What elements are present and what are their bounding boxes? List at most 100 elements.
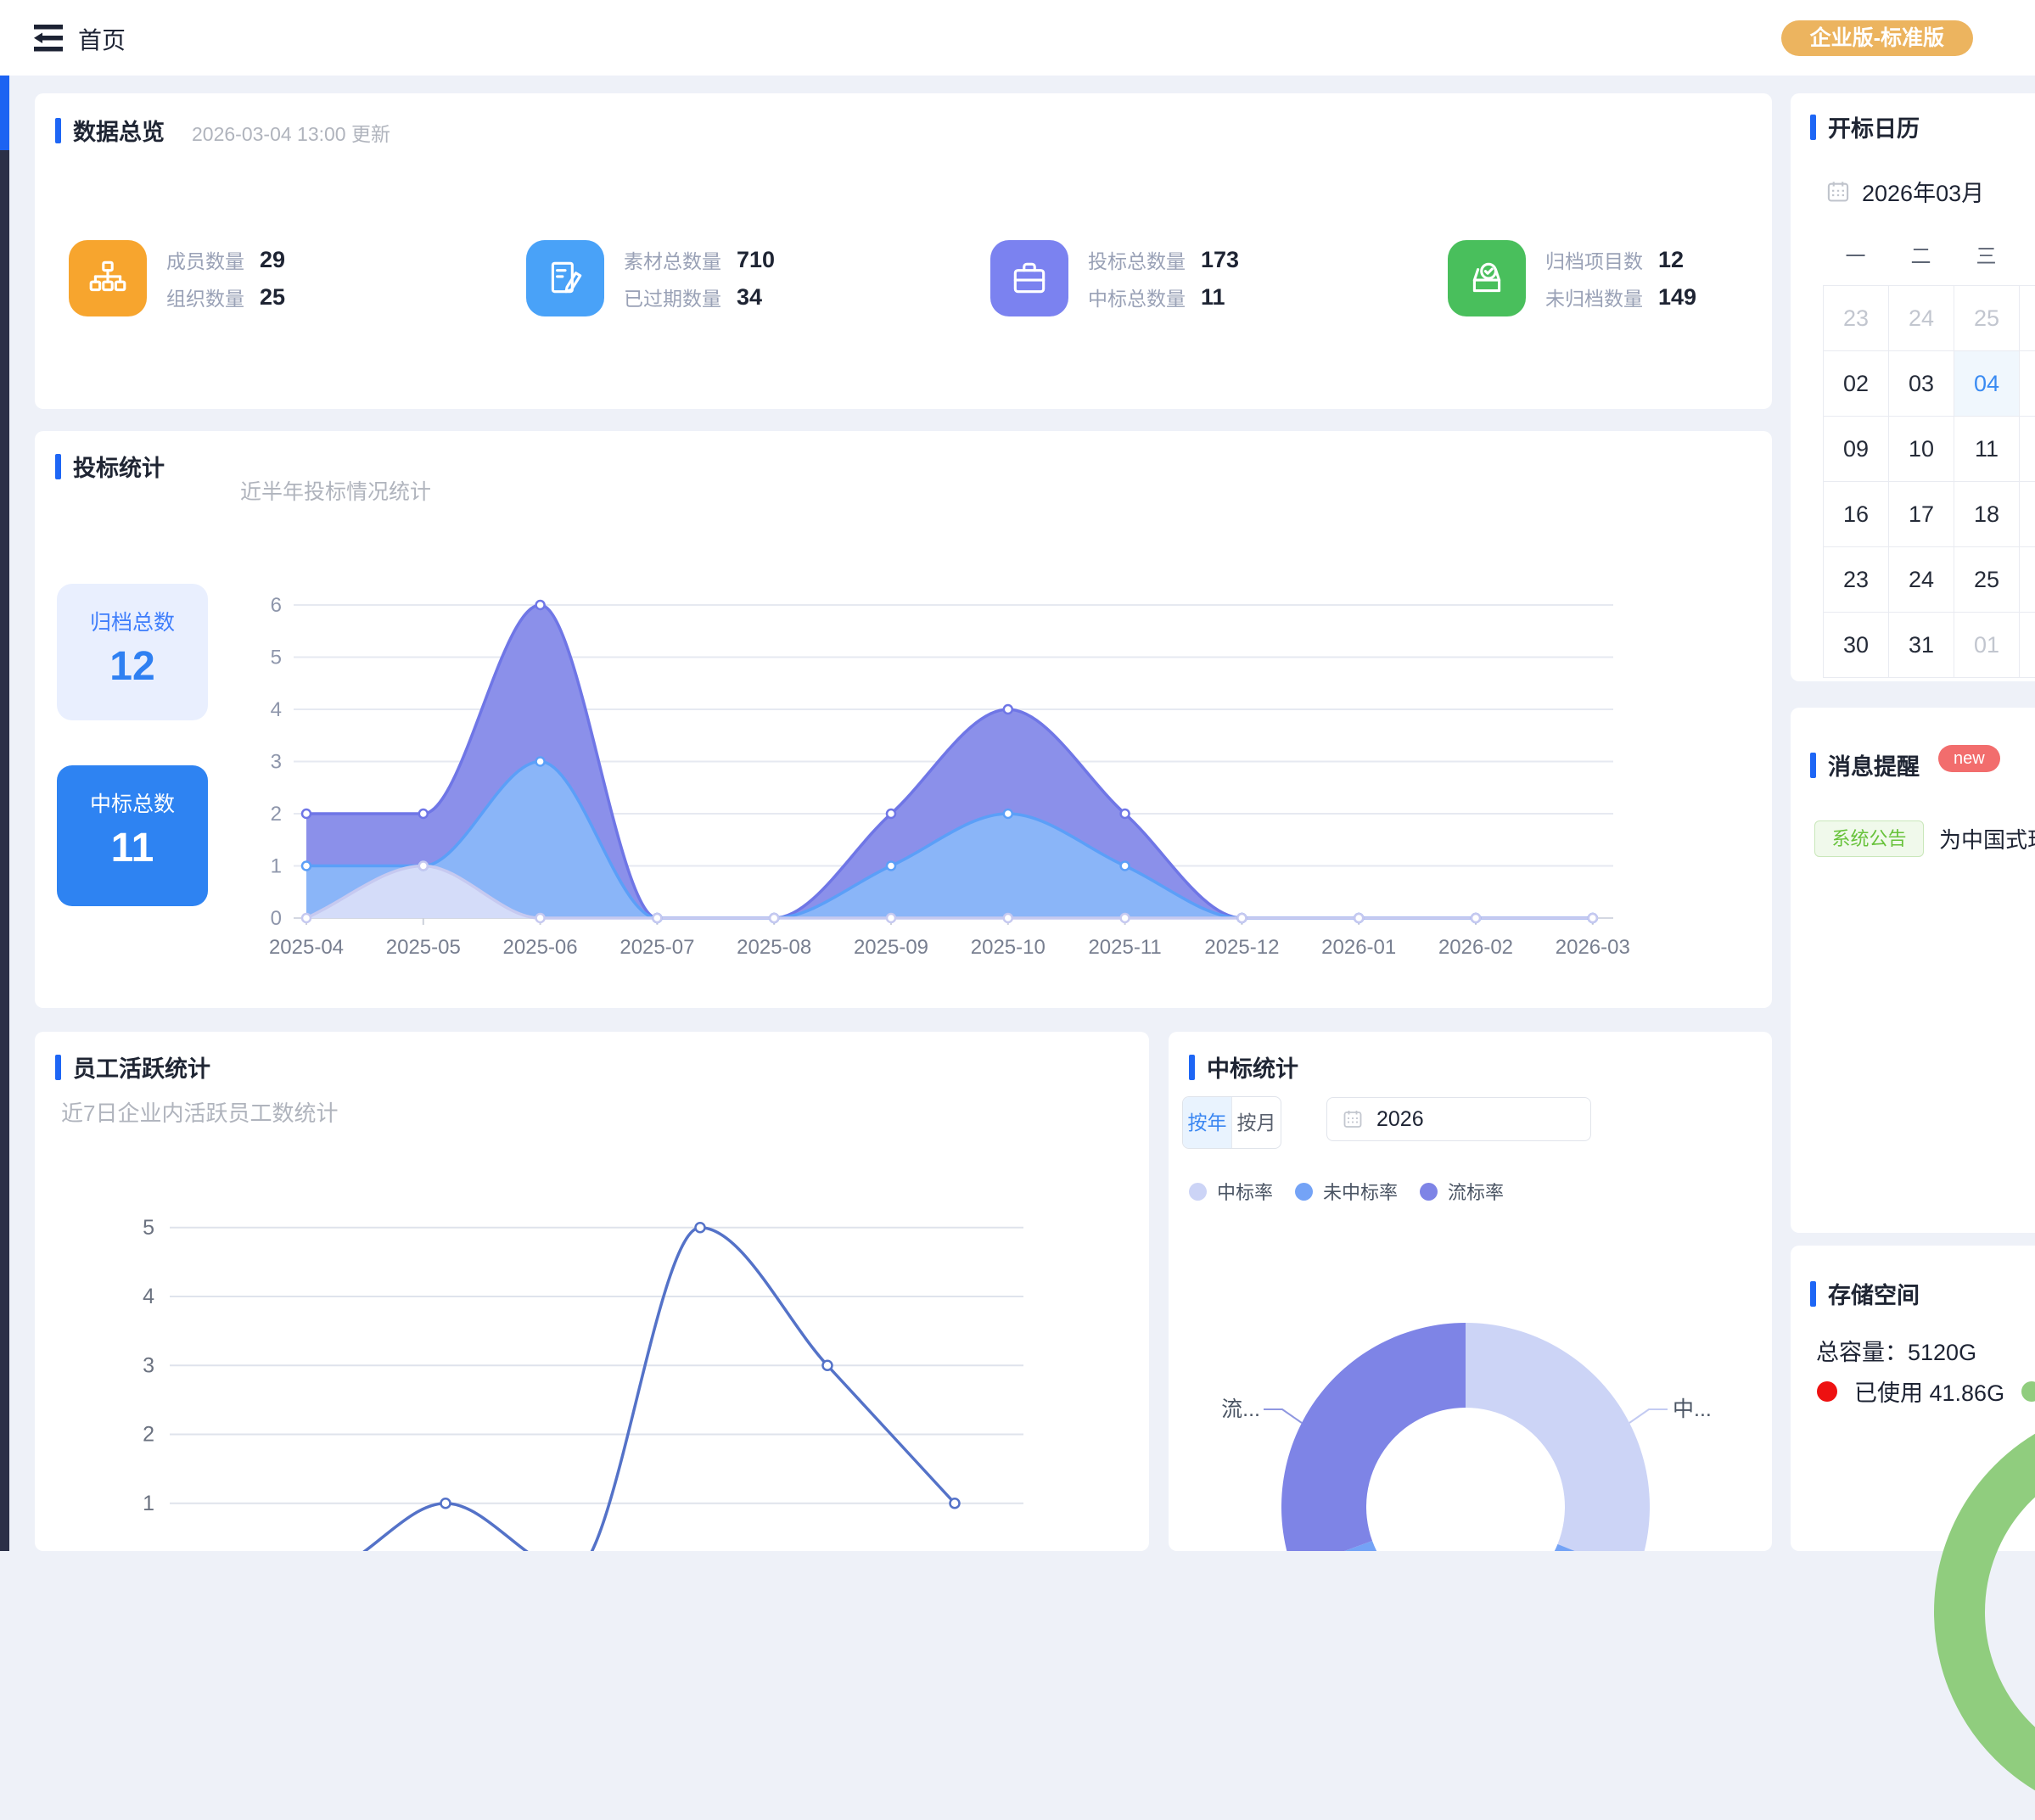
stat-value: 34 bbox=[737, 283, 763, 310]
stat-value: 11 bbox=[1201, 283, 1225, 310]
calendar-cell[interactable]: 04 bbox=[1954, 351, 2020, 417]
svg-text:2026-02: 2026-02 bbox=[1438, 936, 1513, 959]
svg-text:0: 0 bbox=[271, 907, 282, 930]
archived-total-value: 12 bbox=[109, 644, 155, 689]
stat-value: 25 bbox=[260, 283, 286, 310]
new-badge: new bbox=[1938, 744, 2000, 772]
legend-item-中标率[interactable]: 中标率 bbox=[1189, 1178, 1273, 1205]
section-bar bbox=[55, 117, 61, 143]
calendar-cell[interactable]: 10 bbox=[1889, 417, 1954, 482]
sidebar-active-indicator bbox=[0, 76, 9, 150]
overview-stat-item: 归档项目数 12 未归档数量 149 bbox=[1448, 240, 1696, 316]
calendar-cell[interactable]: 17 bbox=[1889, 482, 1954, 547]
svg-text:5: 5 bbox=[271, 647, 282, 669]
calendar-cell[interactable]: 25 bbox=[1954, 547, 2020, 613]
used-dot bbox=[1817, 1380, 1837, 1402]
section-bar bbox=[1810, 114, 1816, 140]
calendar-cell[interactable]: 24 bbox=[1889, 286, 1954, 351]
legend-label: 流标率 bbox=[1448, 1182, 1505, 1203]
legend-item-流标率[interactable]: 流标率 bbox=[1420, 1178, 1504, 1205]
calendar-cell[interactable]: 01 bbox=[1954, 613, 2020, 678]
svg-text:5: 5 bbox=[143, 1216, 154, 1240]
svg-text:4: 4 bbox=[143, 1285, 154, 1308]
calendar-cell[interactable]: 31 bbox=[1889, 613, 1954, 678]
storage-title: 存储空间 bbox=[1828, 1283, 1920, 1308]
svg-text:2025-08: 2025-08 bbox=[737, 936, 811, 959]
message-tag: 系统公告 bbox=[1814, 820, 1924, 857]
svg-text:2: 2 bbox=[271, 803, 282, 826]
calendar-icon bbox=[1343, 1109, 1363, 1129]
svg-text:1: 1 bbox=[143, 1492, 154, 1515]
winstats-title: 中标统计 bbox=[1207, 1056, 1298, 1082]
calendar-icon bbox=[1826, 180, 1850, 204]
messages-card: 消息提醒 new 系统公告 为中国式现 bbox=[1791, 708, 2035, 1233]
weekday-header: 二 bbox=[1910, 245, 1931, 268]
calendar-month-label: 2026年03月 bbox=[1862, 181, 1985, 206]
won-total-value: 11 bbox=[110, 826, 154, 871]
svg-text:2: 2 bbox=[143, 1423, 154, 1447]
calendar-cell[interactable] bbox=[2020, 482, 2035, 547]
won-total-label: 中标总数 bbox=[89, 792, 175, 816]
calendar-cell[interactable] bbox=[2020, 286, 2035, 351]
collapsed-sidebar[interactable] bbox=[0, 76, 9, 1551]
section-bar bbox=[1189, 1054, 1195, 1080]
stat-label: 已过期数量 bbox=[624, 288, 721, 310]
calendar-cell[interactable]: 16 bbox=[1824, 482, 1889, 547]
stat-label: 归档项目数 bbox=[1545, 250, 1643, 272]
activity-subtitle: 近7日企业内活跃员工数统计 bbox=[61, 1100, 339, 1126]
edition-badge: 企业版-标准版 bbox=[1780, 20, 1973, 56]
year-picker-input[interactable]: 2026 bbox=[1326, 1097, 1591, 1141]
legend-dot bbox=[1189, 1182, 1207, 1201]
section-bar bbox=[1810, 1280, 1816, 1307]
org-chart-icon bbox=[69, 240, 147, 316]
calendar-cell[interactable]: 02 bbox=[1824, 351, 1889, 417]
calendar-cell[interactable] bbox=[2020, 547, 2035, 613]
donut-label-left: 流... bbox=[1221, 1397, 1260, 1421]
stat-value: 12 bbox=[1658, 246, 1685, 272]
period-toggle: 按年 按月 bbox=[1182, 1096, 1281, 1149]
winstats-card: 中标统计 按年 按月 2026 中标率 未中标率 流标率 流... 中... bbox=[1169, 1032, 1772, 1551]
calendar-title: 开标日历 bbox=[1828, 116, 1920, 142]
legend-item-未中标率[interactable]: 未中标率 bbox=[1295, 1178, 1398, 1205]
messages-title: 消息提醒 bbox=[1828, 754, 1920, 780]
svg-text:2025-11: 2025-11 bbox=[1088, 936, 1161, 959]
donut-label-right: 中... bbox=[1673, 1397, 1712, 1421]
calendar-cell[interactable] bbox=[2020, 613, 2035, 678]
calendar-cell[interactable]: 23 bbox=[1824, 547, 1889, 613]
svg-text:4: 4 bbox=[271, 698, 282, 721]
calendar-cell[interactable]: 18 bbox=[1954, 482, 2020, 547]
storage-legend: 已使用 41.86G bbox=[1817, 1375, 2035, 1408]
calendar-cell[interactable]: 24 bbox=[1889, 547, 1954, 613]
message-item[interactable]: 系统公告 为中国式现 bbox=[1814, 820, 2035, 857]
calendar-cell[interactable]: 25 bbox=[1954, 286, 2020, 351]
stat-label: 组织数量 bbox=[166, 288, 244, 310]
activity-card: 员工活跃统计 近7日企业内活跃员工数统计 1 2 3 4 5 bbox=[35, 1032, 1149, 1551]
stat-value: 29 bbox=[260, 246, 286, 272]
weekday-header bbox=[2019, 234, 2035, 285]
calendar-cell[interactable]: 09 bbox=[1824, 417, 1889, 482]
calendar-cell[interactable] bbox=[2020, 351, 2035, 417]
calendar-cell[interactable]: 30 bbox=[1824, 613, 1889, 678]
toggle-by-year[interactable]: 按年 bbox=[1183, 1097, 1231, 1148]
legend-label: 未中标率 bbox=[1323, 1182, 1399, 1203]
svg-text:2026-01: 2026-01 bbox=[1321, 936, 1396, 959]
page-title: 首页 bbox=[78, 27, 126, 53]
archived-total-label: 归档总数 bbox=[89, 611, 175, 635]
sidebar-collapse-icon[interactable] bbox=[32, 22, 66, 54]
calendar-cell[interactable]: 03 bbox=[1889, 351, 1954, 417]
calendar-cell[interactable]: 23 bbox=[1824, 286, 1889, 351]
free-dot bbox=[2021, 1380, 2035, 1402]
overview-card: 数据总览 2026-03-04 13:00 更新 成员数量 29 组织数量 25 素材总… bbox=[35, 93, 1772, 409]
toggle-by-month[interactable]: 按月 bbox=[1231, 1097, 1281, 1148]
bidding-card: 投标统计 近半年投标情况统计 归档总数 12 中标总数 11 0 1 2 3 4 5 6 20… bbox=[35, 431, 1772, 1008]
legend-dot bbox=[1420, 1182, 1438, 1201]
won-total-box: 中标总数 11 bbox=[57, 765, 208, 906]
calendar-cell[interactable] bbox=[2020, 417, 2035, 482]
message-text: 为中国式现 bbox=[1939, 827, 2035, 853]
bidding-area-chart: 0 1 2 3 4 5 6 2025-04 2025-05 2025-06 2025-07 2025-… bbox=[269, 594, 1630, 959]
overview-title: 数据总览 bbox=[73, 120, 165, 145]
bidding-title: 投标统计 bbox=[73, 456, 165, 481]
stat-label: 未归档数量 bbox=[1545, 288, 1643, 310]
stat-label: 中标总数量 bbox=[1088, 288, 1186, 310]
calendar-cell[interactable]: 11 bbox=[1954, 417, 2020, 482]
